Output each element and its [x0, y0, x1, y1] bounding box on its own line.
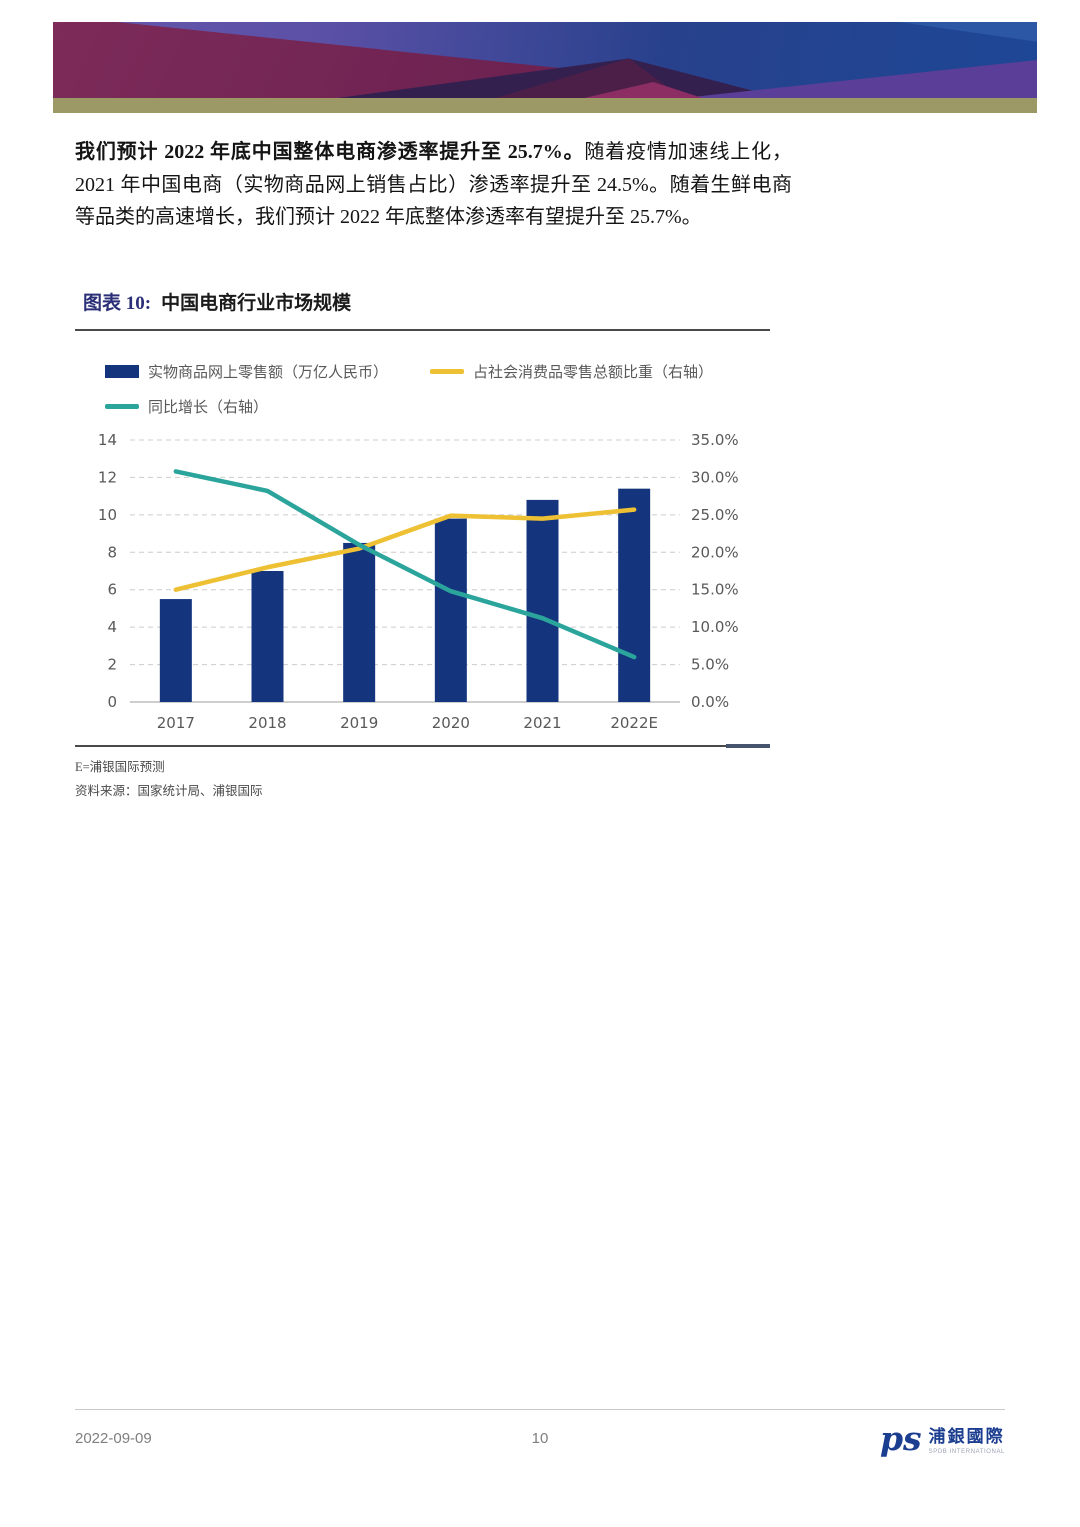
legend-label: 实物商品网上零售额（万亿人民币）: [148, 365, 389, 381]
left-axis-tick: 12: [98, 468, 117, 486]
legend-swatch-line: [105, 404, 139, 409]
paragraph-bold-sentence: 我们预计 2022 年底中国整体电商渗透率提升至 25.7%。: [75, 141, 585, 163]
source-note: 资料来源：国家统计局、浦银国际: [75, 783, 263, 798]
right-axis-tick: 30.0%: [691, 468, 739, 486]
x-axis-label: 2018: [248, 714, 286, 732]
chart-area: 实物商品网上零售额（万亿人民币） 占社会消费品零售总额比重（右轴） 同比增长（右轴）…: [75, 331, 770, 741]
right-axis-tick: 20.0%: [691, 543, 739, 561]
page-number: 10: [531, 1430, 549, 1447]
x-axis-label: 2020: [432, 714, 470, 732]
bar-2018: [251, 571, 284, 702]
right-axis-tick: 15.0%: [691, 581, 739, 599]
left-axis-tick: 10: [98, 506, 117, 524]
legend-label: 占社会消费品零售总额比重（右轴）: [473, 365, 714, 381]
combo-chart: 0 2 4 6 8 10 12 14 0.0% 5.0% 10.0% 15.0% 20.0% 25.0% 3…: [98, 431, 739, 732]
company-logo: ps 浦銀國際 SPDB INTERNATIONAL: [880, 1422, 1005, 1455]
left-axis-tick: 4: [107, 618, 117, 636]
bar-2017: [159, 599, 192, 702]
spdb-logo-icon: ps: [879, 1418, 922, 1458]
legend-label: 同比增长（右轴）: [148, 400, 269, 416]
banner-olive-strip: [53, 98, 1037, 113]
legend-item: 同比增长（右轴）: [105, 396, 268, 417]
bar-2020: [434, 518, 467, 702]
forecast-note: E=浦银国际预测: [75, 760, 165, 774]
bar-2021: [526, 499, 559, 702]
left-axis-tick: 6: [107, 581, 117, 599]
figure-heading: 图表 10: 中国电商行业市场规模: [75, 286, 770, 331]
right-axis-tick: 5.0%: [691, 656, 729, 674]
right-axis-tick: 0.0%: [691, 693, 729, 711]
figure-label: 图表 10:: [83, 293, 152, 314]
left-axis-tick: 0: [107, 693, 117, 711]
figure-bottom-rule: [75, 744, 770, 748]
footer-date: 2022-09-09: [75, 1430, 152, 1447]
logo-name-cn: 浦銀國際: [928, 1427, 1005, 1446]
figure-notes: E=浦银国际预测 资料来源：国家统计局、浦银国际: [75, 756, 770, 804]
figure-title: 中国电商行业市场规模: [161, 293, 352, 314]
x-axis-label: 2017: [157, 714, 195, 732]
figure-rule-end-mark: [726, 744, 770, 748]
right-axis-tick: 35.0%: [691, 431, 739, 449]
header-banner: [53, 22, 1037, 113]
legend-swatch-bar: [105, 365, 139, 378]
banner-graphic: [53, 22, 1037, 98]
x-axis-label: 2021: [523, 714, 561, 732]
page-footer: 2022-09-09 10 ps 浦銀國際 SPDB INTERNATIONAL: [75, 1409, 1005, 1455]
right-axis-tick: 10.0%: [691, 618, 739, 636]
right-axis-tick: 25.0%: [691, 506, 739, 524]
bar-2022E: [618, 488, 651, 702]
left-axis-tick: 2: [107, 656, 117, 674]
body-paragraph: 我们预计 2022 年底中国整体电商渗透率提升至 25.7%。随着疫情加速线上化…: [75, 136, 792, 234]
line-series: [173, 507, 637, 592]
line-series: [173, 469, 637, 660]
logo-name-en: SPDB INTERNATIONAL: [928, 1449, 1005, 1455]
chart-legend: 实物商品网上零售额（万亿人民币） 占社会消费品零售总额比重（右轴） 同比增长（右轴）: [75, 361, 745, 417]
left-axis-tick: 8: [107, 543, 117, 561]
legend-item: 实物商品网上零售额（万亿人民币）: [105, 361, 388, 382]
logo-text: 浦銀國際 SPDB INTERNATIONAL: [929, 1422, 1005, 1455]
figure-block: 图表 10: 中国电商行业市场规模 实物商品网上零售额（万亿人民币） 占社会消费品零…: [75, 286, 770, 804]
paragraph-text: 随着疫情加速线上化，2021 年中国电商（实物商品网上销售占比）渗透率提升至 2…: [75, 141, 792, 228]
bar-2019: [343, 542, 376, 702]
left-axis-tick: 14: [98, 431, 117, 449]
legend-swatch-line: [430, 369, 465, 374]
x-axis-label: 2019: [340, 714, 378, 732]
x-axis-label: 2022E: [610, 714, 658, 732]
legend-item: 占社会消费品零售总额比重（右轴）: [430, 361, 713, 382]
